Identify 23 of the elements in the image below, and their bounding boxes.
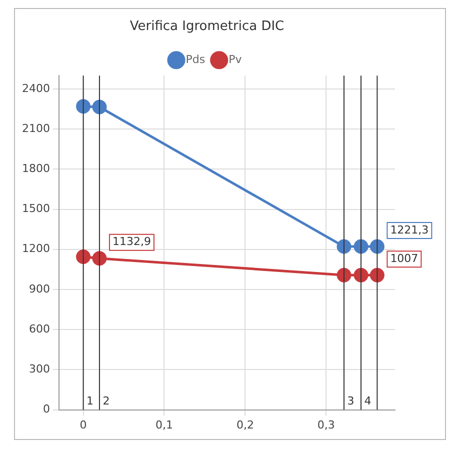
legend-label: Pv xyxy=(228,52,242,66)
x-tick-label: 0,1 xyxy=(156,418,173,432)
y-tick-label: 1500 xyxy=(22,202,50,216)
x-tick-label: 0,2 xyxy=(236,418,254,432)
y-tick-label: 0 xyxy=(42,402,50,416)
x-tick-label: 0 xyxy=(80,418,87,432)
y-tick-label: 2400 xyxy=(22,82,50,95)
y-tick-label: 600 xyxy=(28,322,50,336)
annotation: 4 xyxy=(364,394,372,408)
data-label: 1132,9 xyxy=(112,235,151,248)
annotation: 3 xyxy=(347,394,354,408)
x-tick-label: 0,3 xyxy=(317,418,335,432)
chart-title: Verifica Igrometrica DIC xyxy=(130,19,284,34)
data-label: 1007 xyxy=(390,252,418,266)
annotation: 1 xyxy=(86,394,94,408)
legend-label: Pds xyxy=(186,52,206,66)
y-tick-label: 300 xyxy=(28,362,50,376)
y-tick-label: 1200 xyxy=(22,242,50,256)
y-tick-label: 1800 xyxy=(22,162,50,176)
y-tick-label: 2100 xyxy=(22,122,50,135)
annotation: 2 xyxy=(102,394,110,408)
data-label: 1221,3 xyxy=(390,223,429,236)
y-tick-label: 900 xyxy=(28,282,50,296)
